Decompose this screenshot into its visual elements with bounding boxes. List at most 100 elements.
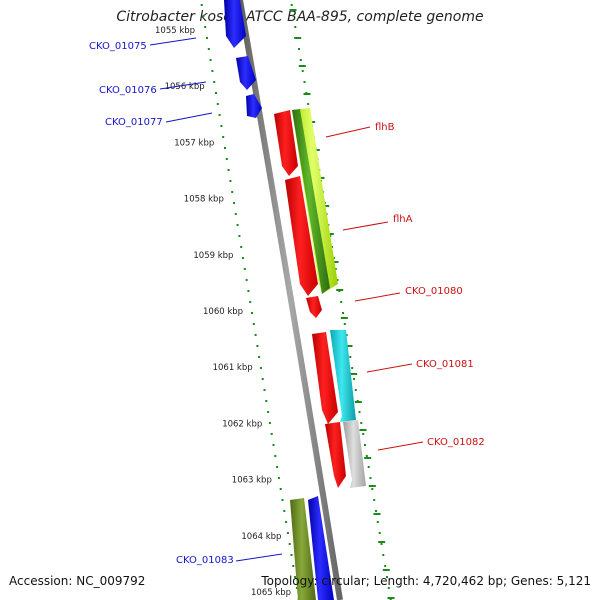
tick-dot xyxy=(340,301,343,303)
tick-dot xyxy=(376,521,379,523)
tick-dot xyxy=(286,532,289,534)
tick-dot xyxy=(207,48,210,50)
tick-dot xyxy=(375,510,377,512)
label-cko-01081[interactable]: CKO_01081 xyxy=(416,359,474,370)
tick-major xyxy=(345,345,353,347)
label-cko-01075[interactable]: CKO_01075 xyxy=(89,41,147,52)
tick-dot xyxy=(259,367,262,369)
tick-dot xyxy=(384,565,387,567)
left-tick-marks xyxy=(200,4,300,600)
tick-major xyxy=(331,261,339,263)
tick-dot xyxy=(387,587,390,589)
kbp-label: 1064 kbp xyxy=(241,532,281,542)
gene-flha-feature[interactable] xyxy=(285,176,318,296)
tick-dot xyxy=(215,92,217,94)
tick-dot xyxy=(349,356,352,358)
tick-major xyxy=(294,37,302,39)
tick-dot xyxy=(249,301,252,303)
kbp-label: 1055 kbp xyxy=(155,26,195,36)
tick-major xyxy=(303,93,311,95)
tick-major xyxy=(298,65,306,67)
tick-dot xyxy=(285,521,288,523)
tick-dot xyxy=(258,356,261,358)
tick-dot xyxy=(204,26,207,28)
tick-dot xyxy=(362,433,365,435)
tick-major xyxy=(322,205,330,207)
tick-dot xyxy=(270,433,273,435)
tick-dot xyxy=(360,422,363,424)
gene-cko-01076-feature[interactable] xyxy=(236,56,256,90)
tick-dot xyxy=(373,499,376,501)
tick-dot xyxy=(233,202,235,204)
tick-dot xyxy=(380,543,383,545)
tick-dot xyxy=(295,587,298,589)
tick-dot xyxy=(292,565,295,567)
tick-major xyxy=(373,513,381,515)
tick-dot xyxy=(272,444,275,446)
label-flhb[interactable]: flhB xyxy=(375,122,395,133)
gene-cko-01077-feature[interactable] xyxy=(246,94,262,118)
label-cko-01077[interactable]: CKO_01077 xyxy=(105,117,163,128)
tick-major xyxy=(387,597,395,599)
tick-dot xyxy=(279,488,282,490)
tick-dot xyxy=(261,378,264,380)
tick-dot xyxy=(290,554,293,556)
tick-dot xyxy=(218,114,221,116)
tick-dot xyxy=(345,334,348,336)
tick-dot xyxy=(229,180,232,182)
label-cko-01083[interactable]: CKO_01083 xyxy=(176,555,234,566)
kbp-label: 1060 kbp xyxy=(203,307,243,317)
tick-dot xyxy=(364,444,366,446)
tick-dot xyxy=(245,279,248,281)
tick-dot xyxy=(358,411,361,413)
tick-dot xyxy=(351,367,354,369)
tick-dot xyxy=(294,26,297,28)
tick-dot xyxy=(290,4,293,6)
gene-cko-01081-feature[interactable] xyxy=(312,330,356,424)
label-flha[interactable]: flhA xyxy=(393,214,413,225)
kbp-label: 1058 kbp xyxy=(184,195,224,205)
tick-dot xyxy=(365,455,368,457)
gene-cko-01080-feature[interactable] xyxy=(306,296,322,318)
tick-major xyxy=(368,485,376,487)
map-title: Citrobacter koseri ATCC BAA-895, complet… xyxy=(116,9,484,25)
tick-major xyxy=(364,457,372,459)
gene-cko-01075-feature[interactable] xyxy=(224,0,246,48)
tick-dot xyxy=(369,477,372,479)
label-cko-01082[interactable]: CKO_01082 xyxy=(427,437,485,448)
tick-dot xyxy=(342,312,344,314)
tick-dot xyxy=(268,422,271,424)
tick-dot xyxy=(238,235,241,237)
tick-dot xyxy=(277,477,280,479)
tick-dot xyxy=(263,389,266,391)
tick-dot xyxy=(234,213,237,215)
tick-dot xyxy=(301,70,304,72)
tick-dot xyxy=(281,499,284,501)
tick-dot xyxy=(209,59,212,61)
tick-dot xyxy=(292,15,295,17)
tick-dot xyxy=(299,59,302,61)
tick-dot xyxy=(307,103,310,105)
kbp-label: 1065 kbp xyxy=(251,588,291,598)
tick-major xyxy=(382,569,390,571)
tick-dot xyxy=(334,268,337,270)
tick-dot xyxy=(242,257,244,259)
tick-dot xyxy=(353,378,355,380)
gene-cko-01082-feature[interactable] xyxy=(325,420,366,488)
gene-flhb-lime-feature[interactable] xyxy=(292,108,338,294)
tick-dot xyxy=(231,191,234,193)
label-cko-01076[interactable]: CKO_01076 xyxy=(99,85,157,96)
kbp-label: 1059 kbp xyxy=(193,251,233,261)
genome-backbone xyxy=(237,0,343,600)
tick-dot xyxy=(288,543,291,545)
tick-dot xyxy=(382,554,385,556)
tick-dot xyxy=(243,268,246,270)
tick-dot xyxy=(220,125,223,127)
gene-cko-01083-feature[interactable] xyxy=(290,496,334,600)
tick-major xyxy=(378,541,386,543)
tick-dot xyxy=(202,15,205,17)
label-cko-01080[interactable]: CKO_01080 xyxy=(405,286,463,297)
kbp-label: 1063 kbp xyxy=(232,476,272,486)
gene-flhb-feature[interactable] xyxy=(274,110,298,176)
